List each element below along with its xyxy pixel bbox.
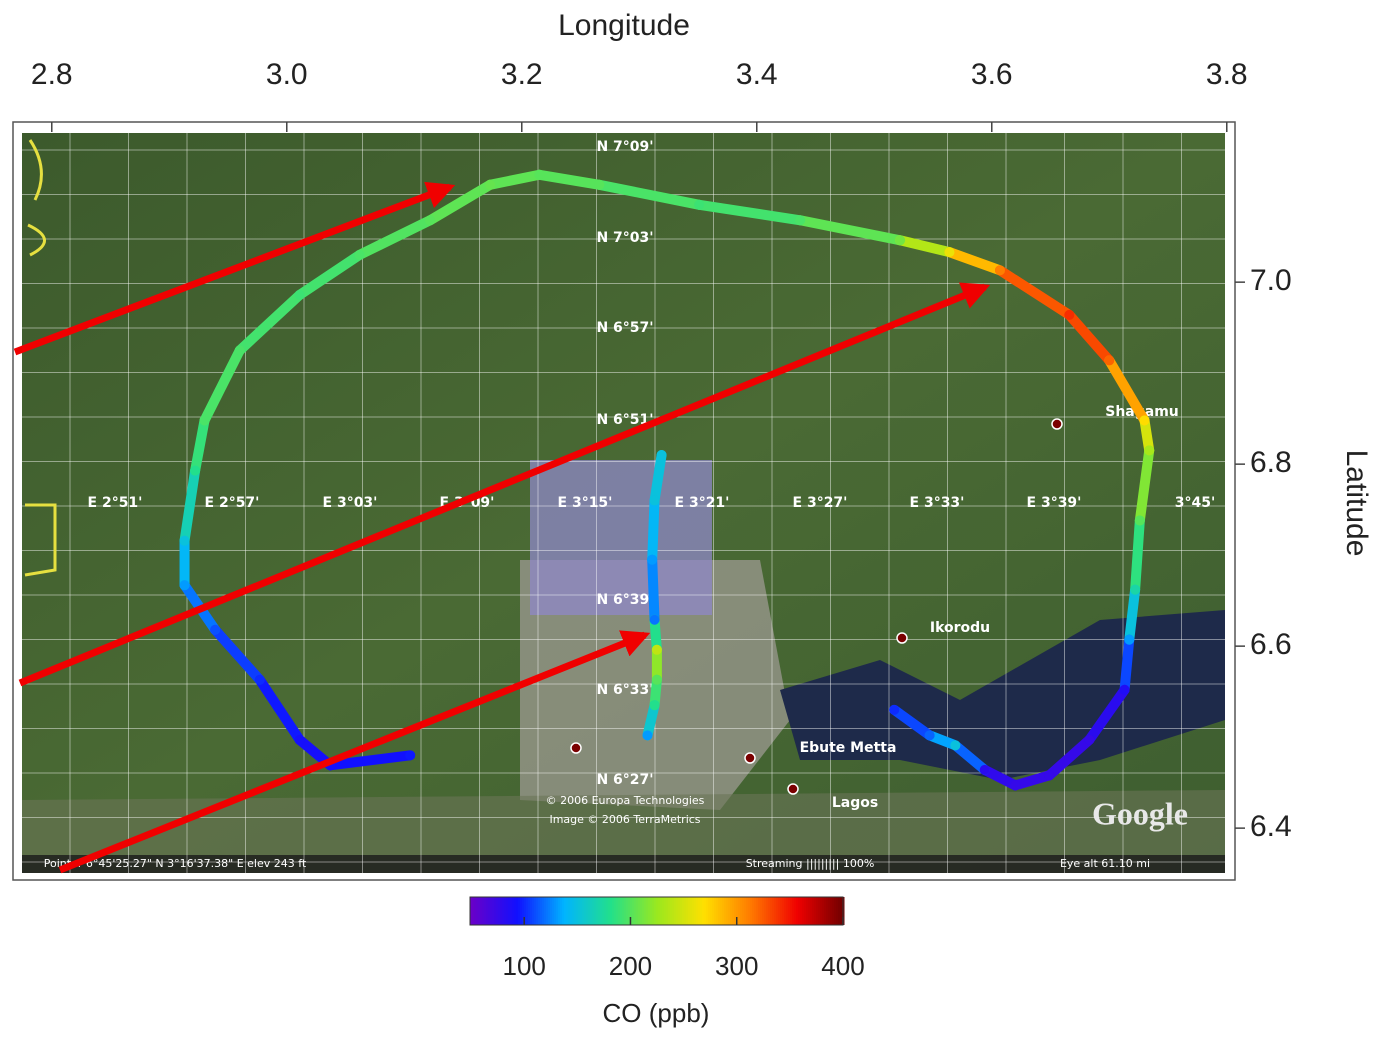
map-label: E 3°03': [323, 495, 378, 511]
y-tick-label: 6.6: [1250, 628, 1292, 661]
track-point: [425, 215, 435, 225]
track-point: [895, 235, 905, 245]
track-point: [650, 615, 660, 625]
map-label: Streaming ||||||||| 100%: [746, 857, 875, 870]
track-point: [1130, 585, 1140, 595]
track-point: [405, 750, 415, 760]
track-point: [1084, 735, 1094, 745]
track-point: [1140, 415, 1150, 425]
colorbar-tick-label: 400: [821, 951, 864, 981]
map-label: © 2006 Europa Technologies: [546, 794, 705, 807]
track-point: [1104, 355, 1114, 365]
track-point: [255, 675, 265, 685]
map-label: N 6°57': [596, 320, 653, 336]
track-segment: [652, 501, 654, 560]
track-point: [485, 180, 495, 190]
map-label: Lagos: [832, 795, 878, 811]
map-label: Ebute Metta: [800, 740, 897, 756]
track-point: [657, 450, 667, 460]
map-label: N 7°03': [596, 230, 653, 246]
map-label: E 2°51': [88, 495, 143, 511]
colorbar-tick-label: 300: [715, 951, 758, 981]
track-point: [180, 536, 190, 546]
x-tick-label: 3.0: [266, 58, 308, 91]
track-segment: [1135, 521, 1140, 590]
map-label: E 3°15': [558, 495, 613, 511]
track-point: [1135, 516, 1145, 526]
track-point: [694, 200, 704, 210]
track-point: [235, 345, 245, 355]
track-point: [650, 496, 660, 506]
map-label: N 6°33': [596, 682, 653, 698]
track-point: [295, 735, 305, 745]
track-point: [1064, 310, 1074, 320]
map-label: Ikorodu: [930, 620, 990, 636]
map-label: E 2°57': [205, 495, 260, 511]
track-point: [190, 466, 200, 476]
track-point: [995, 265, 1005, 275]
track-point: [650, 700, 660, 710]
track-point: [889, 705, 899, 715]
track-point: [1044, 770, 1054, 780]
track-point: [1144, 445, 1154, 455]
track-point: [950, 740, 960, 750]
map-label: E 3°33': [910, 495, 965, 511]
track-point: [980, 765, 990, 775]
track-point: [1124, 635, 1134, 645]
map-label: Eye alt 61.10 mi: [1060, 857, 1150, 870]
city-marker: [897, 633, 907, 643]
track-segment: [652, 560, 654, 620]
map-label: N 6°27': [596, 772, 653, 788]
track-point: [1010, 780, 1020, 790]
track-point: [652, 645, 662, 655]
y-tick-label: 6.4: [1250, 810, 1292, 843]
track-point: [534, 170, 544, 180]
track-point: [795, 215, 805, 225]
y-tick-label: 6.8: [1250, 446, 1292, 479]
map-label: E 3°21': [675, 495, 730, 511]
track-point: [594, 180, 604, 190]
colorbar-label: CO (ppb): [603, 998, 710, 1028]
map-label: E 3°39': [1027, 495, 1082, 511]
map-label: N 6°39': [596, 592, 653, 608]
colorbar-tick-label: 200: [609, 951, 652, 981]
map-label: N 7°09': [596, 139, 653, 155]
x-tick-label: 2.8: [31, 58, 73, 91]
track-segment: [1125, 640, 1130, 690]
map-label: Google: [1092, 795, 1188, 831]
track-point: [200, 415, 210, 425]
city-marker: [788, 784, 798, 794]
city-marker: [745, 753, 755, 763]
city-marker: [1052, 419, 1062, 429]
x-tick-label: 3.2: [501, 58, 543, 91]
map-label: E 3°27': [793, 495, 848, 511]
chart: N 7°09'N 7°03'N 6°57'N 6°51'N 6°39'N 6°3…: [0, 0, 1375, 1033]
track-segment: [1129, 590, 1135, 640]
track-point: [643, 730, 653, 740]
track-point: [180, 580, 190, 590]
track-point: [210, 625, 220, 635]
x-tick-label: 3.4: [736, 58, 778, 91]
track-point: [652, 675, 662, 685]
track-point: [1120, 685, 1130, 695]
y-tick-label: 7.0: [1250, 264, 1292, 297]
x-tick-label: 3.6: [971, 58, 1013, 91]
colorbar-tick-label: 100: [503, 951, 546, 981]
y-axis-label: Latitude: [1340, 450, 1373, 557]
track-segment: [655, 455, 662, 500]
x-axis-label: Longitude: [558, 9, 690, 42]
city-marker: [571, 743, 581, 753]
map-label: 3°45': [1175, 495, 1216, 511]
track-point: [925, 730, 935, 740]
x-tick-label: 3.8: [1206, 58, 1248, 91]
colorbar: 100 200 300 400: [470, 897, 865, 981]
map-label: Image © 2006 TerraMetrics: [549, 813, 700, 826]
track-point: [355, 250, 365, 260]
track-point: [295, 290, 305, 300]
track-point: [944, 247, 954, 257]
track-point: [647, 555, 657, 565]
